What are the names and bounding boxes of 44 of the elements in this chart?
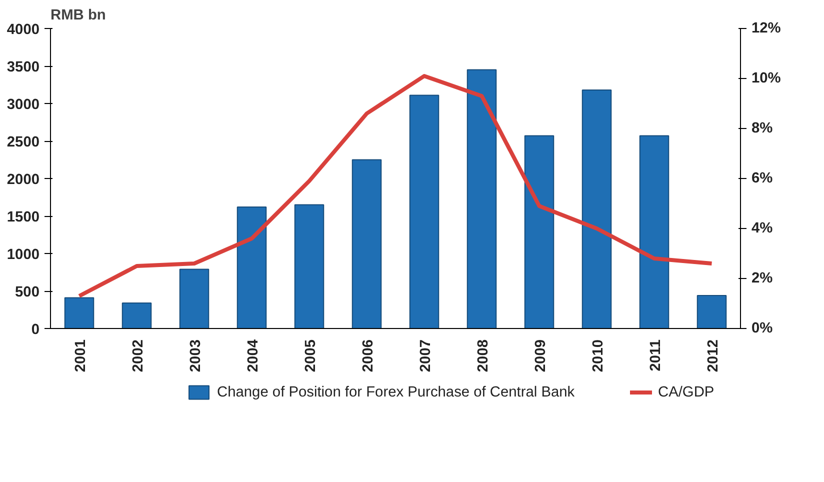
x-tick-label: 2005 (302, 339, 319, 372)
y-tick-label: 2500 (6, 134, 40, 150)
y2-tick-label: 6% (752, 170, 773, 186)
bar (179, 268, 210, 328)
x-tick-label: 2007 (418, 339, 434, 372)
y2-tick-label: 2% (752, 270, 773, 286)
bar (64, 297, 94, 328)
line-series (77, 74, 714, 298)
y2-tick-label: 4% (752, 220, 773, 236)
x-tick-label: 2004 (245, 338, 262, 372)
x-tick-label: 2001 (72, 339, 89, 372)
x-tick-label: 2002 (130, 339, 146, 372)
legend-label: Change of Position for Forex Purchase of Central Bank (217, 384, 576, 400)
y-tick-label: 0 (31, 322, 40, 338)
y2-tick-label: 12% (752, 20, 781, 36)
y-tick-label: 1500 (6, 210, 40, 226)
bar (122, 302, 152, 328)
y2-tick-label: 0% (752, 320, 773, 336)
x-tick-label: 2012 (705, 339, 722, 372)
bar (582, 90, 612, 328)
y-tick-label: 2000 (6, 172, 40, 188)
y-tick-label: 500 (15, 284, 40, 300)
bar (466, 69, 497, 328)
x-tick-label: 2009 (532, 339, 549, 372)
bar (639, 135, 670, 328)
y-tick-label: 3000 (6, 97, 40, 113)
y-tick-label: 4000 (6, 22, 40, 38)
x-tick-label: 2003 (188, 339, 204, 372)
x-tick-label: 2006 (360, 339, 376, 372)
bar (696, 295, 727, 328)
legend-label: CA/GDP (658, 384, 714, 400)
y2-tick-label: 8% (752, 120, 773, 136)
x-tick-label: 2010 (590, 339, 606, 372)
bar (236, 206, 267, 328)
x-tick-label: 2008 (475, 339, 492, 372)
x-tick-label: 2011 (648, 340, 664, 372)
bar (409, 94, 440, 328)
bar (352, 159, 382, 328)
y2-tick-label: 10% (752, 70, 781, 86)
bar (524, 135, 554, 328)
bar (294, 204, 324, 328)
y-tick-label: 1000 (6, 247, 40, 263)
y-axis-title: RMB bn (50, 8, 106, 24)
y-tick-label: 3500 (6, 60, 40, 76)
